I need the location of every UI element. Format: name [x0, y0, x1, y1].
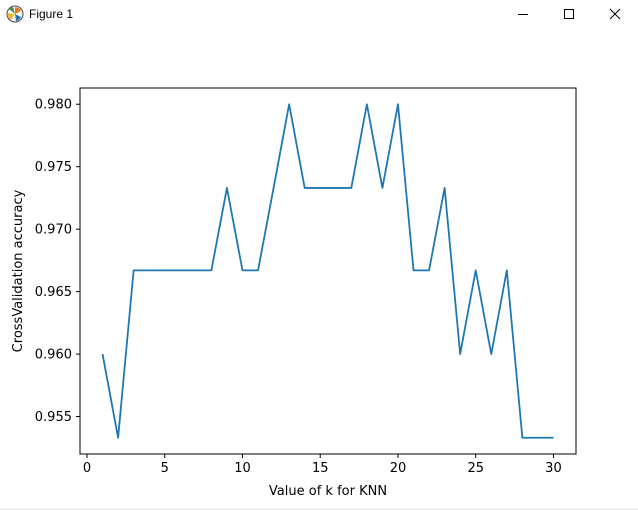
- minimize-icon: [518, 14, 528, 15]
- y-tick-label: 0.980: [35, 98, 72, 113]
- y-axis-label: CrossValidation accuracy: [11, 189, 26, 352]
- y-tick-label: 0.970: [35, 223, 72, 238]
- y-tick-label: 0.960: [35, 348, 72, 363]
- x-tick-label: 5: [161, 461, 169, 476]
- y-tick-label: 0.965: [35, 285, 72, 300]
- figure-canvas: 0 5 10 15 20 25 30 0.9550.9600.9650.9700.9750.…: [11, 87, 577, 499]
- x-tick-label: 30: [545, 461, 562, 476]
- window-bottom-border: [0, 508, 638, 510]
- y-tick-label: 0.955: [35, 410, 72, 425]
- matplotlib-icon: [6, 5, 24, 23]
- y-axis-ticks: 0.955 0.960 0.965 0.970 0.975 0.980: [35, 98, 80, 425]
- x-tick-label: 0: [83, 461, 91, 476]
- y-tick-label: 0.975: [35, 160, 72, 175]
- x-tick-label: 10: [234, 461, 251, 476]
- close-button[interactable]: [592, 0, 638, 28]
- plot-axes: [79, 87, 577, 455]
- x-tick-label: 25: [467, 461, 484, 476]
- window-title: Figure 1: [29, 7, 74, 21]
- maximize-icon: [564, 9, 574, 19]
- maximize-button[interactable]: [546, 0, 592, 28]
- close-icon: [609, 8, 621, 20]
- x-tick-label: 15: [312, 461, 329, 476]
- minimize-button[interactable]: [500, 0, 546, 28]
- x-tick-label: 20: [390, 461, 407, 476]
- axes-frame: [79, 87, 577, 455]
- x-axis-ticks: 0 5 10 15 20 25 30: [83, 454, 562, 476]
- title-bar: Figure 1: [0, 0, 638, 28]
- x-axis-label: Value of k for KNN: [269, 484, 387, 499]
- accuracy-line: [101, 103, 554, 439]
